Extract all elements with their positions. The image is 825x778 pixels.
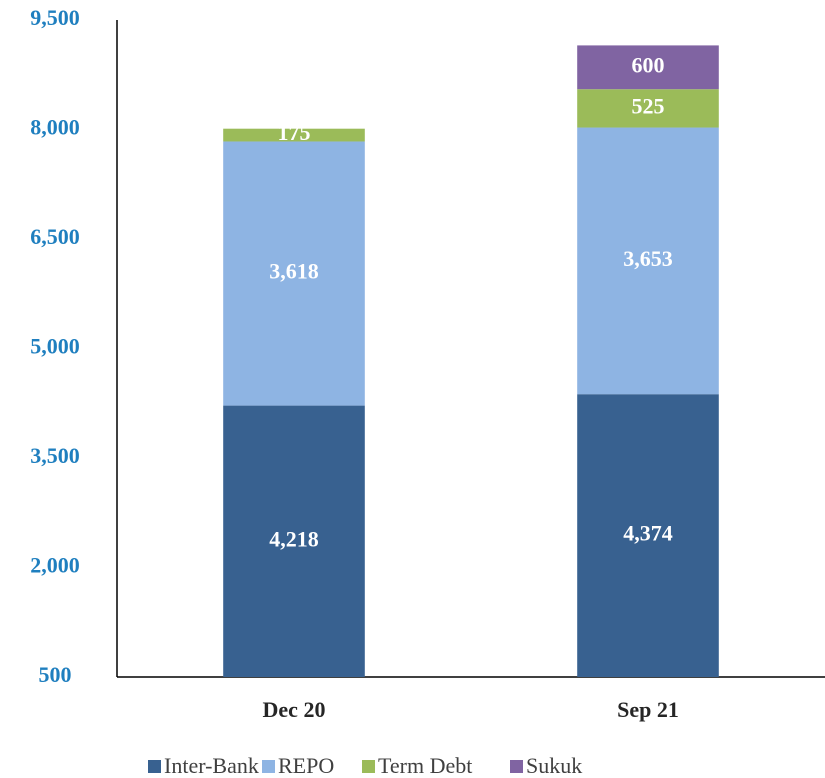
data-label: 3,653	[623, 246, 673, 271]
data-label: 3,618	[269, 259, 319, 284]
y-tick-label: 2,000	[30, 553, 80, 578]
legend-swatch	[148, 760, 161, 773]
y-tick-label: 8,000	[30, 115, 80, 140]
bar-segment	[577, 394, 719, 677]
x-tick-label: Dec 20	[263, 697, 326, 722]
bar-segment	[223, 128, 365, 142]
bar-segment	[577, 89, 719, 128]
legend-label: Term Debt	[378, 753, 472, 778]
y-tick-label: 500	[39, 662, 72, 687]
data-label: 175	[278, 120, 311, 145]
data-label: 4,374	[623, 521, 673, 546]
y-tick-label: 3,500	[30, 443, 80, 468]
legend-swatch	[510, 760, 523, 773]
legend-label: Inter-Bank	[164, 753, 259, 778]
y-tick-label: 6,500	[30, 224, 80, 249]
y-tick-label: 9,500	[30, 5, 80, 30]
data-label: 4,218	[269, 526, 319, 551]
data-label: 525	[632, 93, 665, 118]
bar-segment	[223, 141, 365, 406]
bar-segment	[577, 45, 719, 90]
legend-label: Sukuk	[526, 753, 582, 778]
y-tick-label: 5,000	[30, 334, 80, 359]
x-tick-label: Sep 21	[617, 697, 679, 722]
legend-label: REPO	[278, 753, 334, 778]
legend-swatch	[262, 760, 275, 773]
bar-segment	[577, 127, 719, 395]
data-label: 600	[632, 52, 665, 77]
bar-segment	[223, 405, 365, 677]
legend-swatch	[362, 760, 375, 773]
